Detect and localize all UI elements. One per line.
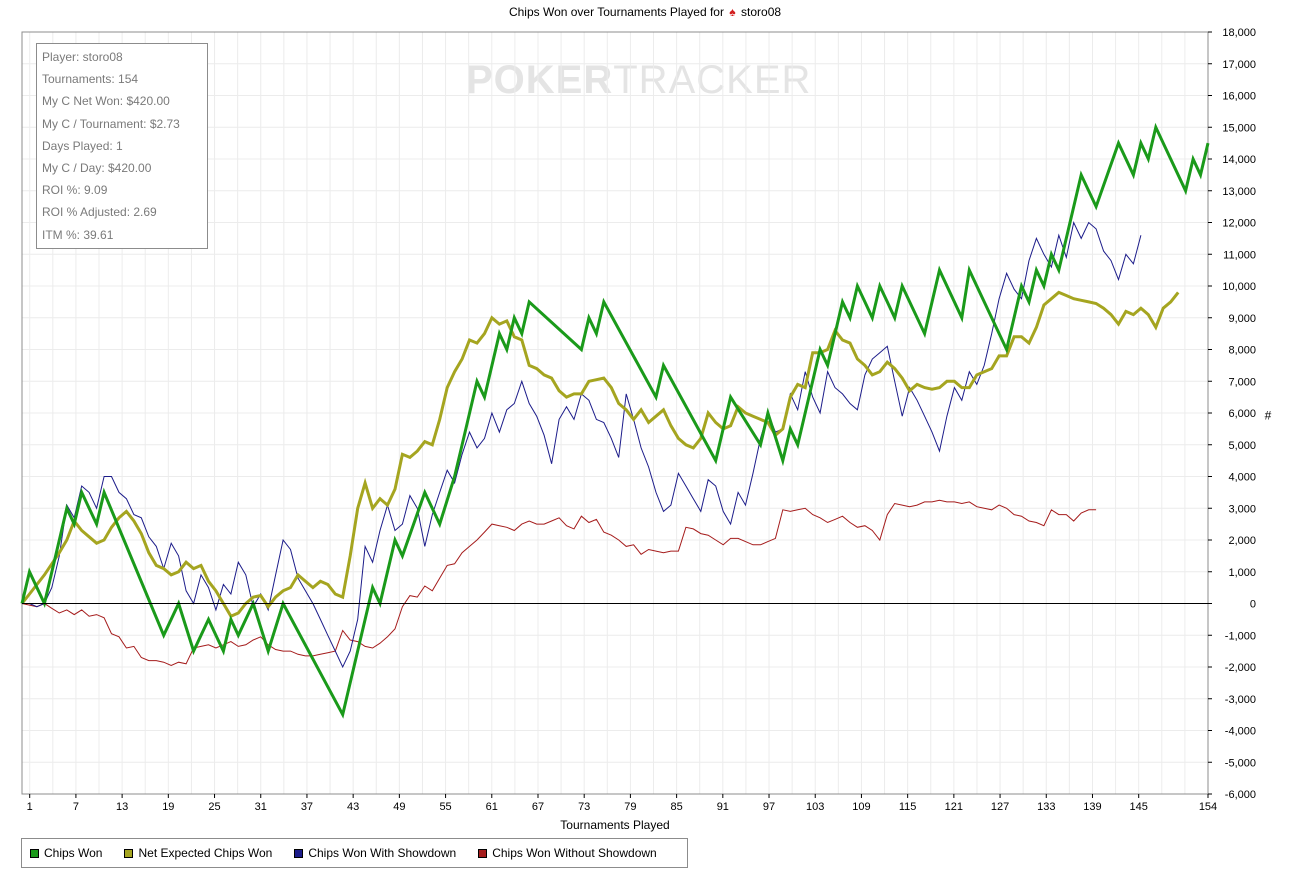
stats-line: Days Played: 1 <box>42 138 123 153</box>
axes: 18,00017,00016,00015,00014,00013,00012,0… <box>22 27 1256 813</box>
x-tick-label: 85 <box>670 801 682 813</box>
y-tick-label: 0 <box>1250 599 1256 611</box>
x-tick-label: 154 <box>1199 801 1217 813</box>
y-tick-label: 18,000 <box>1222 27 1256 39</box>
y-tick-label: 7,000 <box>1228 376 1256 388</box>
legend: Chips Won Net Expected Chips Won Chips Won… <box>21 838 688 868</box>
y-tick-label: 11,000 <box>1223 249 1256 261</box>
x-tick-label: 7 <box>73 801 79 813</box>
stats-line: ROI % Adjusted: 2.69 <box>42 205 157 220</box>
series-layer <box>20 122 1210 719</box>
x-tick-label: 97 <box>763 801 775 813</box>
y-tick-label: 15,000 <box>1222 122 1256 134</box>
legend-label: Chips Won Without Showdown <box>492 846 657 860</box>
y-tick-label: -4,000 <box>1225 726 1256 738</box>
legend-swatch <box>294 848 304 858</box>
x-tick-label: 115 <box>899 801 917 813</box>
y-tick-label: 16,000 <box>1222 91 1256 103</box>
y-tick-label: -2,000 <box>1225 662 1256 674</box>
y-tick-label: 10,000 <box>1222 281 1256 293</box>
x-tick-label: 19 <box>162 801 174 813</box>
stats-line: ROI %: 9.09 <box>42 183 108 198</box>
x-tick-label: 25 <box>208 801 220 813</box>
x-tick-label: 55 <box>439 801 451 813</box>
x-tick-label: 103 <box>806 801 824 813</box>
y-axis-title: # <box>1265 408 1272 422</box>
legend-item: Chips Won With Showdown <box>294 846 456 860</box>
y-tick-label: -1,000 <box>1225 630 1256 642</box>
stats-line: My C / Day: $420.00 <box>42 160 152 175</box>
y-tick-label: -3,000 <box>1225 694 1256 706</box>
series-line-net-expected-chips-won <box>20 290 1180 619</box>
x-tick-label: 61 <box>486 801 498 813</box>
x-tick-label: 13 <box>116 801 128 813</box>
y-tick-label: 9,000 <box>1228 313 1256 325</box>
chart-title: Chips Won over Tournaments Played for ♠ … <box>0 5 1290 19</box>
legend-swatch <box>478 848 488 858</box>
x-tick-label: 121 <box>945 801 963 813</box>
legend-item: Net Expected Chips Won <box>124 846 272 860</box>
stats-line: My C / Tournament: $2.73 <box>42 116 180 131</box>
y-tick-label: 2,000 <box>1228 535 1256 547</box>
y-tick-label: 8,000 <box>1228 345 1256 357</box>
x-tick-label: 133 <box>1037 801 1055 813</box>
series-line-chips-won-without-showdown <box>21 499 1097 666</box>
spade-icon: ♠ <box>729 5 736 19</box>
x-tick-label: 1 <box>27 801 33 813</box>
y-tick-label: 13,000 <box>1222 186 1256 198</box>
x-tick-label: 127 <box>991 801 1009 813</box>
x-tick-label: 67 <box>532 801 544 813</box>
x-tick-label: 91 <box>717 801 729 813</box>
x-tick-label: 49 <box>393 801 405 813</box>
y-tick-label: 12,000 <box>1222 218 1256 230</box>
x-tick-label: 31 <box>255 801 267 813</box>
watermark-bold: POKER <box>466 58 614 102</box>
y-tick-label: 6,000 <box>1228 408 1256 420</box>
x-tick-label: 43 <box>347 801 359 813</box>
legend-swatch <box>124 848 134 858</box>
y-tick-label: 4,000 <box>1228 472 1256 484</box>
legend-item: Chips Won Without Showdown <box>478 846 657 860</box>
stats-line: ITM %: 39.61 <box>42 227 114 242</box>
y-tick-label: -5,000 <box>1225 757 1256 769</box>
x-tick-label: 109 <box>852 801 870 813</box>
y-tick-label: -6,000 <box>1225 789 1256 801</box>
legend-label: Chips Won <box>44 846 103 860</box>
stats-line: Player: storo08 <box>42 50 123 64</box>
stats-box: Player: storo08 Tournaments: 154 My C Net … <box>36 43 208 249</box>
x-tick-label: 139 <box>1083 801 1101 813</box>
y-tick-label: 14,000 <box>1222 154 1256 166</box>
y-tick-label: 1,000 <box>1228 567 1256 579</box>
legend-label: Net Expected Chips Won <box>138 846 273 860</box>
watermark-light: TRACKER <box>613 58 812 102</box>
chart-title-text: Chips Won over Tournaments Played for <box>508 5 724 19</box>
stats-line: My C Net Won: $420.00 <box>42 94 170 109</box>
legend-label: Chips Won With Showdown <box>308 846 457 860</box>
y-tick-label: 5,000 <box>1228 440 1256 452</box>
y-tick-label: 3,000 <box>1228 503 1256 515</box>
legend-swatch <box>30 848 39 858</box>
x-axis-title: Tournaments Played <box>560 818 669 832</box>
legend-item: Chips Won <box>30 846 102 860</box>
y-tick-label: 17,000 <box>1222 59 1256 71</box>
x-tick-label: 145 <box>1130 801 1148 813</box>
series-line-chips-won <box>20 122 1210 719</box>
stats-line: Tournaments: 154 <box>42 72 139 87</box>
chart-title-player: storo08 <box>741 5 782 19</box>
x-tick-label: 37 <box>301 801 313 813</box>
x-tick-label: 79 <box>624 801 636 813</box>
pokertracker-watermark: POKERTRACKER <box>466 58 811 103</box>
x-tick-label: 73 <box>578 801 590 813</box>
